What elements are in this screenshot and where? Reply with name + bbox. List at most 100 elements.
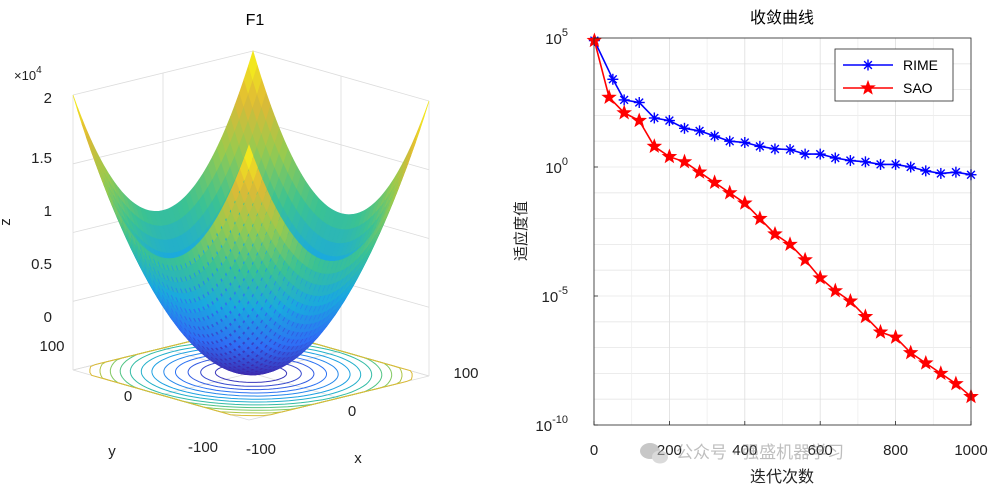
z-tick-label: 1.5 xyxy=(31,150,52,167)
legend-sao-marker xyxy=(860,79,876,95)
x-tick-label: 400 xyxy=(732,442,757,459)
rime-data-point xyxy=(634,98,644,107)
x-tick-label: 1000 xyxy=(954,442,987,459)
sao-data-point xyxy=(631,112,647,128)
rime-data-point xyxy=(755,141,765,151)
sao-data-point xyxy=(646,138,663,153)
rime-data-point xyxy=(815,149,825,159)
sao-data-point xyxy=(797,251,813,267)
legend-box xyxy=(834,48,954,102)
rime-data-point xyxy=(876,160,885,169)
x-tick-label: 800 xyxy=(883,442,908,459)
y-tick-exponent: -10 xyxy=(552,414,568,426)
sao-data-point xyxy=(918,354,934,370)
surface-axes: 0 0.5 1 1.5 2 -100 0 100 -100 0 100 F1 z y x ×104 xyxy=(0,12,479,467)
contour-ring-11 xyxy=(89,329,413,417)
sao-data-point xyxy=(872,323,889,339)
series-lines xyxy=(586,32,979,404)
y-tick-exponent: -5 xyxy=(558,285,568,297)
contour-ring-5 xyxy=(151,346,351,400)
y-axis-label: y xyxy=(108,443,116,460)
rime-data-point xyxy=(619,95,629,105)
sao-data-point xyxy=(706,174,723,190)
legend: RIME SAO xyxy=(834,48,954,102)
contour-ring-3 xyxy=(175,352,327,394)
z-axis-label: z xyxy=(0,218,14,226)
z-multiplier: ×104 xyxy=(14,65,42,83)
x-tick-label: 100 xyxy=(453,365,478,382)
legend-rime-label: RIME xyxy=(903,57,938,73)
sao-data-point xyxy=(616,104,632,120)
rime-data-point xyxy=(649,113,659,123)
contour-ring-4 xyxy=(163,349,339,397)
legend-rime-marker-stroke xyxy=(863,60,873,70)
sao-data-point xyxy=(601,89,617,104)
x-tick-label: 0 xyxy=(348,403,356,420)
y-tick-label: 10-5 xyxy=(542,285,568,306)
convergence-ylabel: 适应度值 xyxy=(512,201,530,261)
sao-data-point xyxy=(933,365,949,381)
convergence-xlabel: 迭代次数 xyxy=(750,467,814,486)
contour-ring-7 xyxy=(129,340,373,406)
rime-data-point xyxy=(936,169,946,178)
sao-data-point xyxy=(902,344,919,360)
watermark: 公众号 · 强盛机器学习 xyxy=(640,443,844,464)
x-tick-label: 0 xyxy=(590,442,598,459)
rime-data-point xyxy=(951,167,961,177)
rime-data-point xyxy=(891,160,900,169)
legend-sao-marker-shape xyxy=(860,79,876,95)
sao-data-point xyxy=(782,236,798,252)
plot-frame xyxy=(593,37,972,426)
sao-data-point xyxy=(691,164,708,179)
rime-data-point xyxy=(710,131,720,141)
legend-rime-marker xyxy=(862,59,874,71)
y-tick-label: 100 xyxy=(545,156,568,177)
sao-data-point xyxy=(736,194,753,210)
y-tick-label: 10-10 xyxy=(535,414,568,435)
sao-data-point xyxy=(812,269,829,285)
z-multiplier-exp: 4 xyxy=(36,65,42,76)
rime-data-point xyxy=(830,153,840,163)
rime-data-point xyxy=(740,138,750,147)
rime-data-point xyxy=(921,166,931,176)
sao-data-point xyxy=(857,308,874,324)
legend-sao-label: SAO xyxy=(903,80,933,96)
rime-data-point xyxy=(785,145,795,154)
z-tick-label: 1 xyxy=(44,203,52,220)
watermark-text: 公众号 · 强盛机器学习 xyxy=(676,443,844,462)
x-tick-label: -100 xyxy=(246,441,276,458)
sao-data-point xyxy=(767,225,783,241)
rime-data-point xyxy=(800,149,810,159)
rime-data-point xyxy=(770,144,780,154)
sao-data-point xyxy=(752,210,768,226)
rime-data-point xyxy=(861,157,870,167)
rime-data-point xyxy=(608,74,618,84)
x-axis-label: x xyxy=(354,450,362,467)
sao-data-point xyxy=(827,282,844,298)
sao-data-point xyxy=(887,329,904,344)
convergence-title: 收敛曲线 xyxy=(750,8,814,27)
surface-ticks: 0 0.5 1 1.5 2 -100 0 100 -100 0 100 xyxy=(31,90,478,458)
contour-ring-6 xyxy=(140,343,362,403)
sao-data-point xyxy=(676,153,693,169)
z-tick-label: 2 xyxy=(44,90,52,107)
sao-data-point xyxy=(842,293,859,308)
z-tick-label: 0 xyxy=(44,309,52,326)
surface-title: F1 xyxy=(246,12,265,29)
rime-data-point xyxy=(680,123,689,133)
sao-data-point xyxy=(661,148,678,164)
x-tick-label: 600 xyxy=(808,442,833,459)
contour-ring-2 xyxy=(187,355,315,391)
sao-data-point xyxy=(948,375,964,391)
y-tick-exponent: 5 xyxy=(562,27,568,39)
rime-data-point xyxy=(725,136,735,146)
z-multiplier-base: ×10 xyxy=(14,68,36,83)
y-tick-exponent: 0 xyxy=(562,156,568,168)
rime-data-point xyxy=(906,162,916,172)
y-tick-label: 0 xyxy=(124,388,132,405)
sao-data-point xyxy=(721,184,738,200)
y-tick-label: 100 xyxy=(39,338,64,355)
